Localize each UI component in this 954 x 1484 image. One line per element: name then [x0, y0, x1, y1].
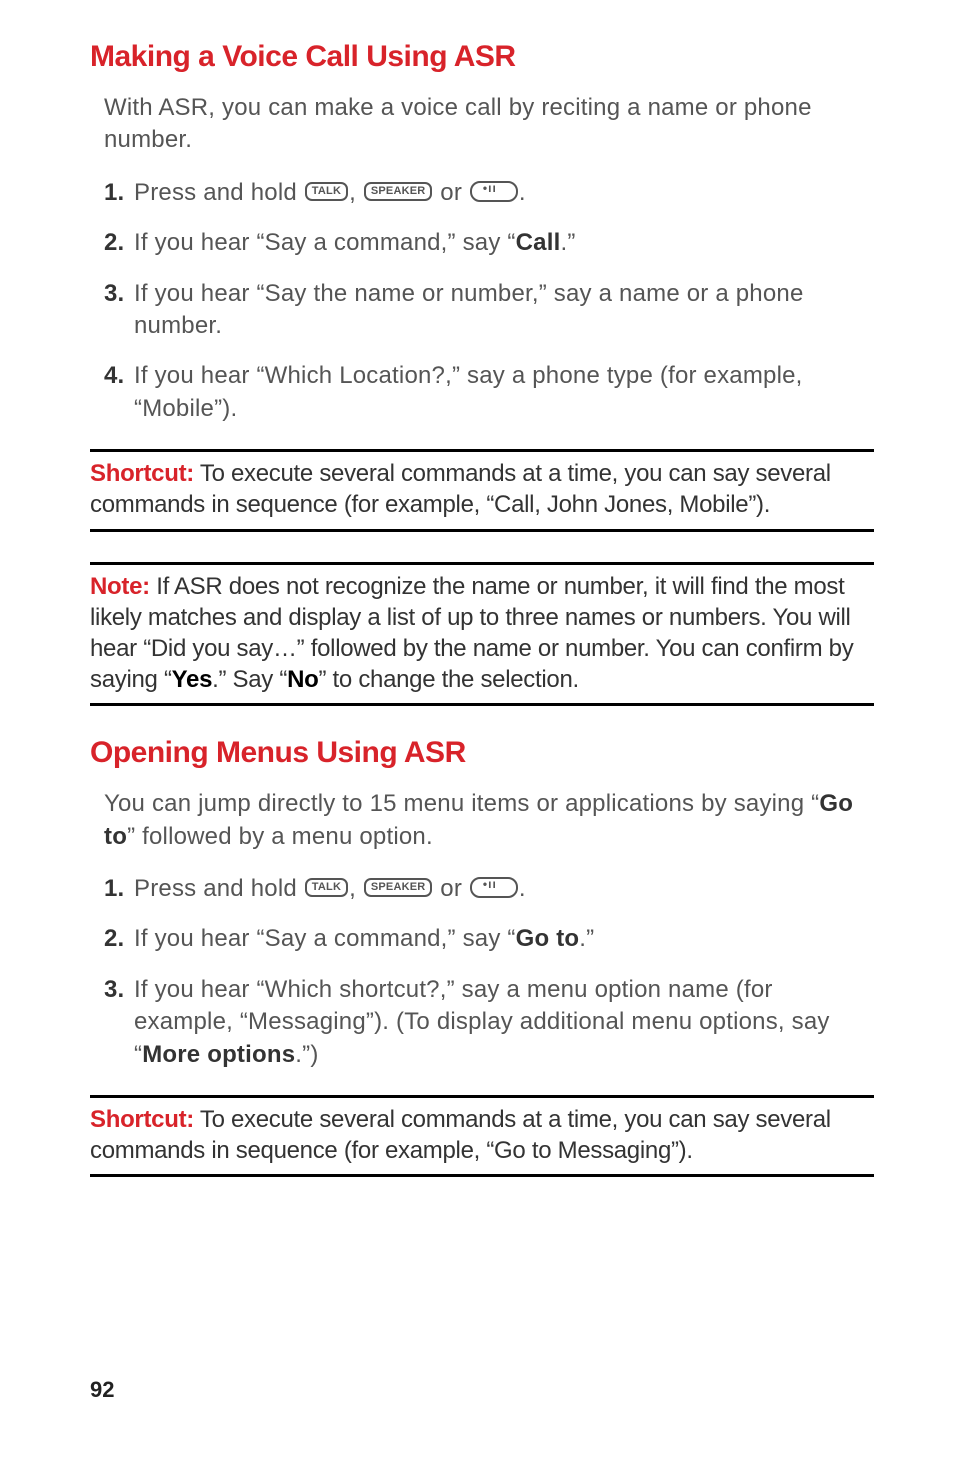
step-number: 4. — [104, 360, 124, 392]
speaker-key-icon: SPEAKER — [364, 878, 433, 897]
side-key-icon — [470, 877, 518, 898]
step-text: Press and hold — [134, 875, 304, 902]
intro-text: You can jump directly to 15 menu items o… — [104, 790, 819, 817]
section1-heading: Making a Voice Call Using ASR — [90, 40, 874, 74]
step-text: .” — [560, 229, 575, 256]
page-number: 92 — [90, 1377, 874, 1403]
step-text: .” — [579, 925, 594, 952]
list-item: 3. If you hear “Which shortcut?,” say a … — [104, 974, 874, 1071]
list-item: 2. If you hear “Say a command,” say “Go … — [104, 923, 874, 955]
note-block: Note: If ASR does not recognize the name… — [90, 562, 874, 707]
list-item: 1. Press and hold TALK, SPEAKER or . — [104, 873, 874, 905]
talk-key-icon: TALK — [305, 182, 348, 201]
side-key-icon — [470, 181, 518, 202]
talk-key-icon: TALK — [305, 878, 348, 897]
step-number: 2. — [104, 227, 124, 259]
section1-steps: 1. Press and hold TALK, SPEAKER or . 2. … — [104, 177, 874, 425]
section1-intro: With ASR, you can make a voice call by r… — [104, 92, 874, 157]
step-number: 3. — [104, 974, 124, 1006]
step-text: .”) — [295, 1041, 318, 1068]
shortcut-label: Shortcut: — [90, 1106, 194, 1133]
list-item: 2. If you hear “Say a command,” say “Cal… — [104, 227, 874, 259]
step-text: If you hear “Which Location?,” say a pho… — [134, 362, 803, 421]
step-text: If you hear “Say a command,” say “ — [134, 229, 516, 256]
list-item: 1. Press and hold TALK, SPEAKER or . — [104, 177, 874, 209]
step-text: or — [433, 179, 468, 206]
step-text: . — [519, 179, 526, 206]
note-body: .” Say “ — [212, 666, 287, 693]
bold-word: No — [287, 666, 318, 693]
bold-word: More options — [142, 1041, 295, 1068]
list-item: 4. If you hear “Which Location?,” say a … — [104, 360, 874, 425]
step-number: 3. — [104, 278, 124, 310]
shortcut-body: To execute several commands at a time, y… — [90, 460, 831, 518]
note-body: ” to change the selection. — [318, 666, 578, 693]
step-number: 1. — [104, 873, 124, 905]
step-text: or — [433, 875, 468, 902]
section2-steps: 1. Press and hold TALK, SPEAKER or . 2. … — [104, 873, 874, 1071]
speaker-key-icon: SPEAKER — [364, 182, 433, 201]
bold-word: Call — [516, 229, 561, 256]
list-item: 3. If you hear “Say the name or number,”… — [104, 278, 874, 343]
step-text: If you hear “Say a command,” say “ — [134, 925, 516, 952]
page-content: Making a Voice Call Using ASR With ASR, … — [0, 0, 954, 1443]
bold-word: Yes — [172, 666, 212, 693]
step-text: . — [519, 875, 526, 902]
shortcut-block-2: Shortcut: To execute several commands at… — [90, 1095, 874, 1177]
bold-word: Go to — [516, 925, 580, 952]
shortcut-text: Shortcut: To execute several commands at… — [90, 1104, 874, 1166]
step-text: If you hear “Say the name or number,” sa… — [134, 280, 804, 339]
note-text: Note: If ASR does not recognize the name… — [90, 571, 874, 696]
section2-heading: Opening Menus Using ASR — [90, 736, 874, 770]
shortcut-text: Shortcut: To execute several commands at… — [90, 458, 874, 520]
shortcut-block: Shortcut: To execute several commands at… — [90, 449, 874, 531]
step-text: , — [349, 179, 363, 206]
step-number: 1. — [104, 177, 124, 209]
note-label: Note: — [90, 573, 150, 600]
step-text: Press and hold — [134, 179, 304, 206]
intro-text: ” followed by a menu option. — [127, 823, 433, 850]
step-number: 2. — [104, 923, 124, 955]
step-text: , — [349, 875, 363, 902]
shortcut-body: To execute several commands at a time, y… — [90, 1106, 831, 1164]
section2-intro: You can jump directly to 15 menu items o… — [104, 788, 874, 853]
shortcut-label: Shortcut: — [90, 460, 194, 487]
